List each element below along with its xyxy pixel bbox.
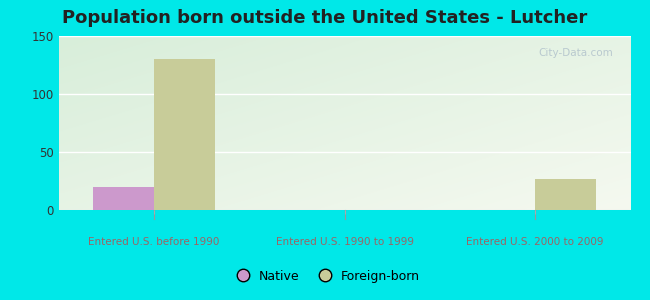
Bar bbox=[154, 59, 215, 210]
Text: Entered U.S. before 1990: Entered U.S. before 1990 bbox=[88, 237, 220, 247]
Bar bbox=[535, 179, 596, 210]
Bar bbox=[93, 187, 154, 210]
Legend: Native, Foreign-born: Native, Foreign-born bbox=[225, 265, 425, 288]
Text: Population born outside the United States - Lutcher: Population born outside the United State… bbox=[62, 9, 588, 27]
Text: Entered U.S. 2000 to 2009: Entered U.S. 2000 to 2009 bbox=[467, 237, 604, 247]
Text: City-Data.com: City-Data.com bbox=[539, 48, 614, 58]
Text: Entered U.S. 1990 to 1999: Entered U.S. 1990 to 1999 bbox=[276, 237, 413, 247]
